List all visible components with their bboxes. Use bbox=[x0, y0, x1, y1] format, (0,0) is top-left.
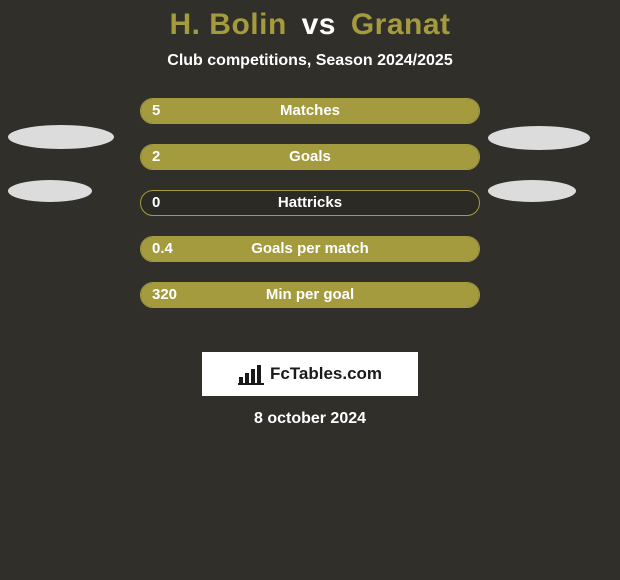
stat-label: Matches bbox=[140, 98, 480, 124]
player2-photo-placeholder bbox=[488, 126, 590, 150]
fctables-logo[interactable]: FcTables.com bbox=[202, 352, 418, 396]
stat-row: 0.4Goals per match bbox=[0, 236, 620, 282]
date-text: 8 october 2024 bbox=[0, 410, 620, 428]
player1-photo-placeholder bbox=[8, 180, 92, 202]
stat-label: Goals bbox=[140, 144, 480, 170]
stat-label: Hattricks bbox=[140, 190, 480, 216]
stat-label: Min per goal bbox=[140, 282, 480, 308]
page-title: H. Bolin vs Granat bbox=[0, 0, 620, 42]
comparison-card: H. Bolin vs Granat Club competitions, Se… bbox=[0, 0, 620, 580]
player2-photo-placeholder bbox=[488, 180, 576, 202]
stat-label: Goals per match bbox=[140, 236, 480, 262]
player1-photo-placeholder bbox=[8, 125, 114, 149]
stat-row: 320Min per goal bbox=[0, 282, 620, 328]
player1-name: H. Bolin bbox=[169, 8, 286, 41]
chart-icon bbox=[238, 363, 264, 385]
player2-name: Granat bbox=[351, 8, 451, 41]
vs-text: vs bbox=[302, 8, 336, 41]
logo-text: FcTables.com bbox=[270, 364, 382, 384]
subtitle: Club competitions, Season 2024/2025 bbox=[0, 52, 620, 70]
